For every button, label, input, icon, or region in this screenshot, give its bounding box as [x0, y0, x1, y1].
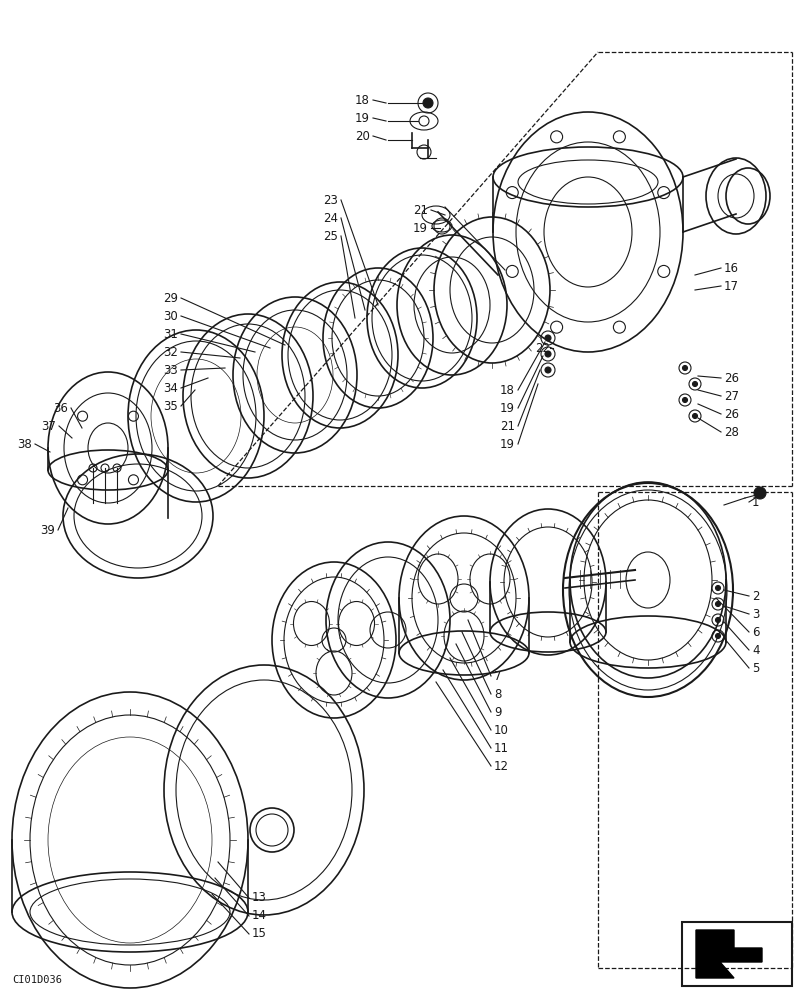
Text: 18: 18 [354, 94, 370, 107]
Text: 3: 3 [751, 607, 758, 620]
Circle shape [544, 335, 551, 341]
Circle shape [753, 487, 765, 499]
Text: 19: 19 [413, 222, 427, 234]
Circle shape [682, 397, 687, 402]
Text: 2: 2 [751, 589, 758, 602]
Text: 9: 9 [493, 706, 501, 718]
Text: 14: 14 [251, 909, 267, 922]
Text: 12: 12 [493, 760, 508, 772]
Text: 29: 29 [163, 292, 178, 304]
Text: 20: 20 [354, 130, 370, 143]
Circle shape [544, 367, 551, 373]
Text: CI01D036: CI01D036 [12, 975, 62, 985]
Circle shape [714, 585, 719, 590]
Text: 22: 22 [534, 342, 549, 355]
Circle shape [714, 617, 719, 622]
Text: 13: 13 [251, 891, 267, 904]
Text: 10: 10 [493, 724, 508, 736]
Text: 25: 25 [323, 230, 337, 242]
Text: 33: 33 [163, 363, 178, 376]
Text: 26: 26 [723, 371, 738, 384]
Text: 19: 19 [500, 438, 514, 450]
Text: 11: 11 [493, 742, 508, 754]
Circle shape [423, 98, 432, 108]
Circle shape [714, 634, 719, 639]
Text: 21: 21 [413, 204, 427, 217]
Text: 6: 6 [751, 626, 758, 639]
Bar [681, 922, 791, 986]
Text: 15: 15 [251, 927, 267, 940]
Text: 17: 17 [723, 279, 738, 292]
Text: 16: 16 [723, 261, 738, 274]
Text: 24: 24 [323, 212, 337, 225]
Text: 19: 19 [354, 112, 370, 125]
Text: 1: 1 [751, 495, 758, 508]
Text: 27: 27 [723, 389, 738, 402]
Text: 28: 28 [723, 426, 738, 438]
Circle shape [692, 414, 697, 418]
Text: 23: 23 [323, 194, 337, 207]
Text: 36: 36 [53, 401, 68, 414]
Text: 5: 5 [751, 662, 758, 674]
Text: 39: 39 [40, 524, 55, 536]
Text: 21: 21 [500, 420, 514, 432]
Circle shape [682, 365, 687, 370]
Text: 38: 38 [17, 438, 32, 450]
Text: 26: 26 [723, 408, 738, 420]
Text: 7: 7 [493, 670, 501, 682]
Text: 18: 18 [500, 383, 514, 396]
Text: 37: 37 [41, 420, 56, 432]
Circle shape [544, 351, 551, 357]
Polygon shape [695, 930, 761, 978]
Text: 31: 31 [163, 328, 178, 340]
Text: 4: 4 [751, 644, 758, 656]
Text: 8: 8 [493, 688, 500, 700]
Text: 30: 30 [163, 310, 178, 322]
Circle shape [714, 601, 719, 606]
Text: 19: 19 [500, 401, 514, 414]
Text: 35: 35 [163, 399, 178, 412]
Circle shape [692, 381, 697, 386]
Text: 32: 32 [163, 346, 178, 359]
Text: 34: 34 [163, 381, 178, 394]
